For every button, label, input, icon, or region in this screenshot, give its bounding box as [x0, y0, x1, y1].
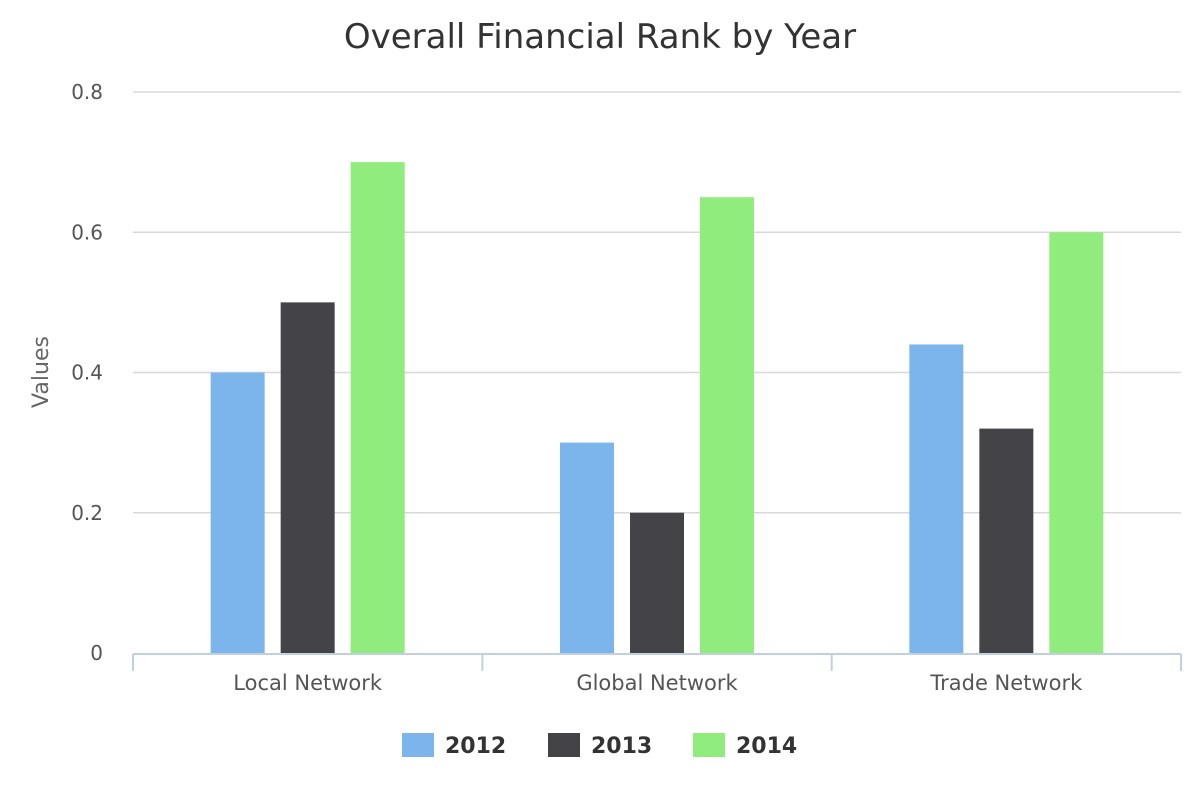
y-tick-label: 0	[90, 641, 103, 665]
bar-2014-global-network	[700, 197, 754, 653]
x-axis: Local Network Global Network Trade Network	[132, 653, 1182, 695]
y-tick-label: 0.4	[71, 361, 103, 385]
chart-title: Overall Financial Rank by Year	[344, 17, 856, 57]
legend-label: 2012	[445, 734, 506, 759]
bar-2012-global-network	[560, 442, 614, 653]
bar-2013-local-network	[280, 302, 335, 653]
bar-2013-global-network	[630, 512, 684, 653]
bar-2012-local-network	[210, 372, 265, 653]
bar-2013-trade-network	[979, 428, 1034, 653]
legend-label: 2013	[591, 734, 652, 759]
x-tick-label: Global Network	[576, 671, 738, 695]
bar-2012-trade-network	[909, 344, 964, 653]
legend-item-2014[interactable]: 2014	[693, 733, 797, 759]
bar-2014-trade-network	[1049, 232, 1104, 653]
y-tick-label: 0.6	[71, 220, 103, 244]
x-tick-label: Trade Network	[929, 671, 1083, 695]
legend-label: 2014	[736, 734, 797, 759]
bar-2014-local-network	[350, 162, 405, 653]
x-tick-label: Local Network	[233, 671, 383, 695]
legend-swatch	[548, 733, 580, 757]
legend-item-2013[interactable]: 2013	[548, 733, 652, 759]
bars	[210, 162, 1104, 653]
legend-swatch	[693, 733, 725, 757]
legend: 2012 2013 2014	[402, 733, 797, 759]
y-axis-label: Values	[29, 336, 54, 408]
legend-swatch	[402, 733, 434, 757]
y-axis-ticks: 0 0.2 0.4 0.6 0.8	[71, 80, 103, 665]
y-tick-label: 0.2	[71, 501, 103, 525]
legend-item-2012[interactable]: 2012	[402, 733, 506, 759]
y-tick-label: 0.8	[71, 80, 103, 104]
